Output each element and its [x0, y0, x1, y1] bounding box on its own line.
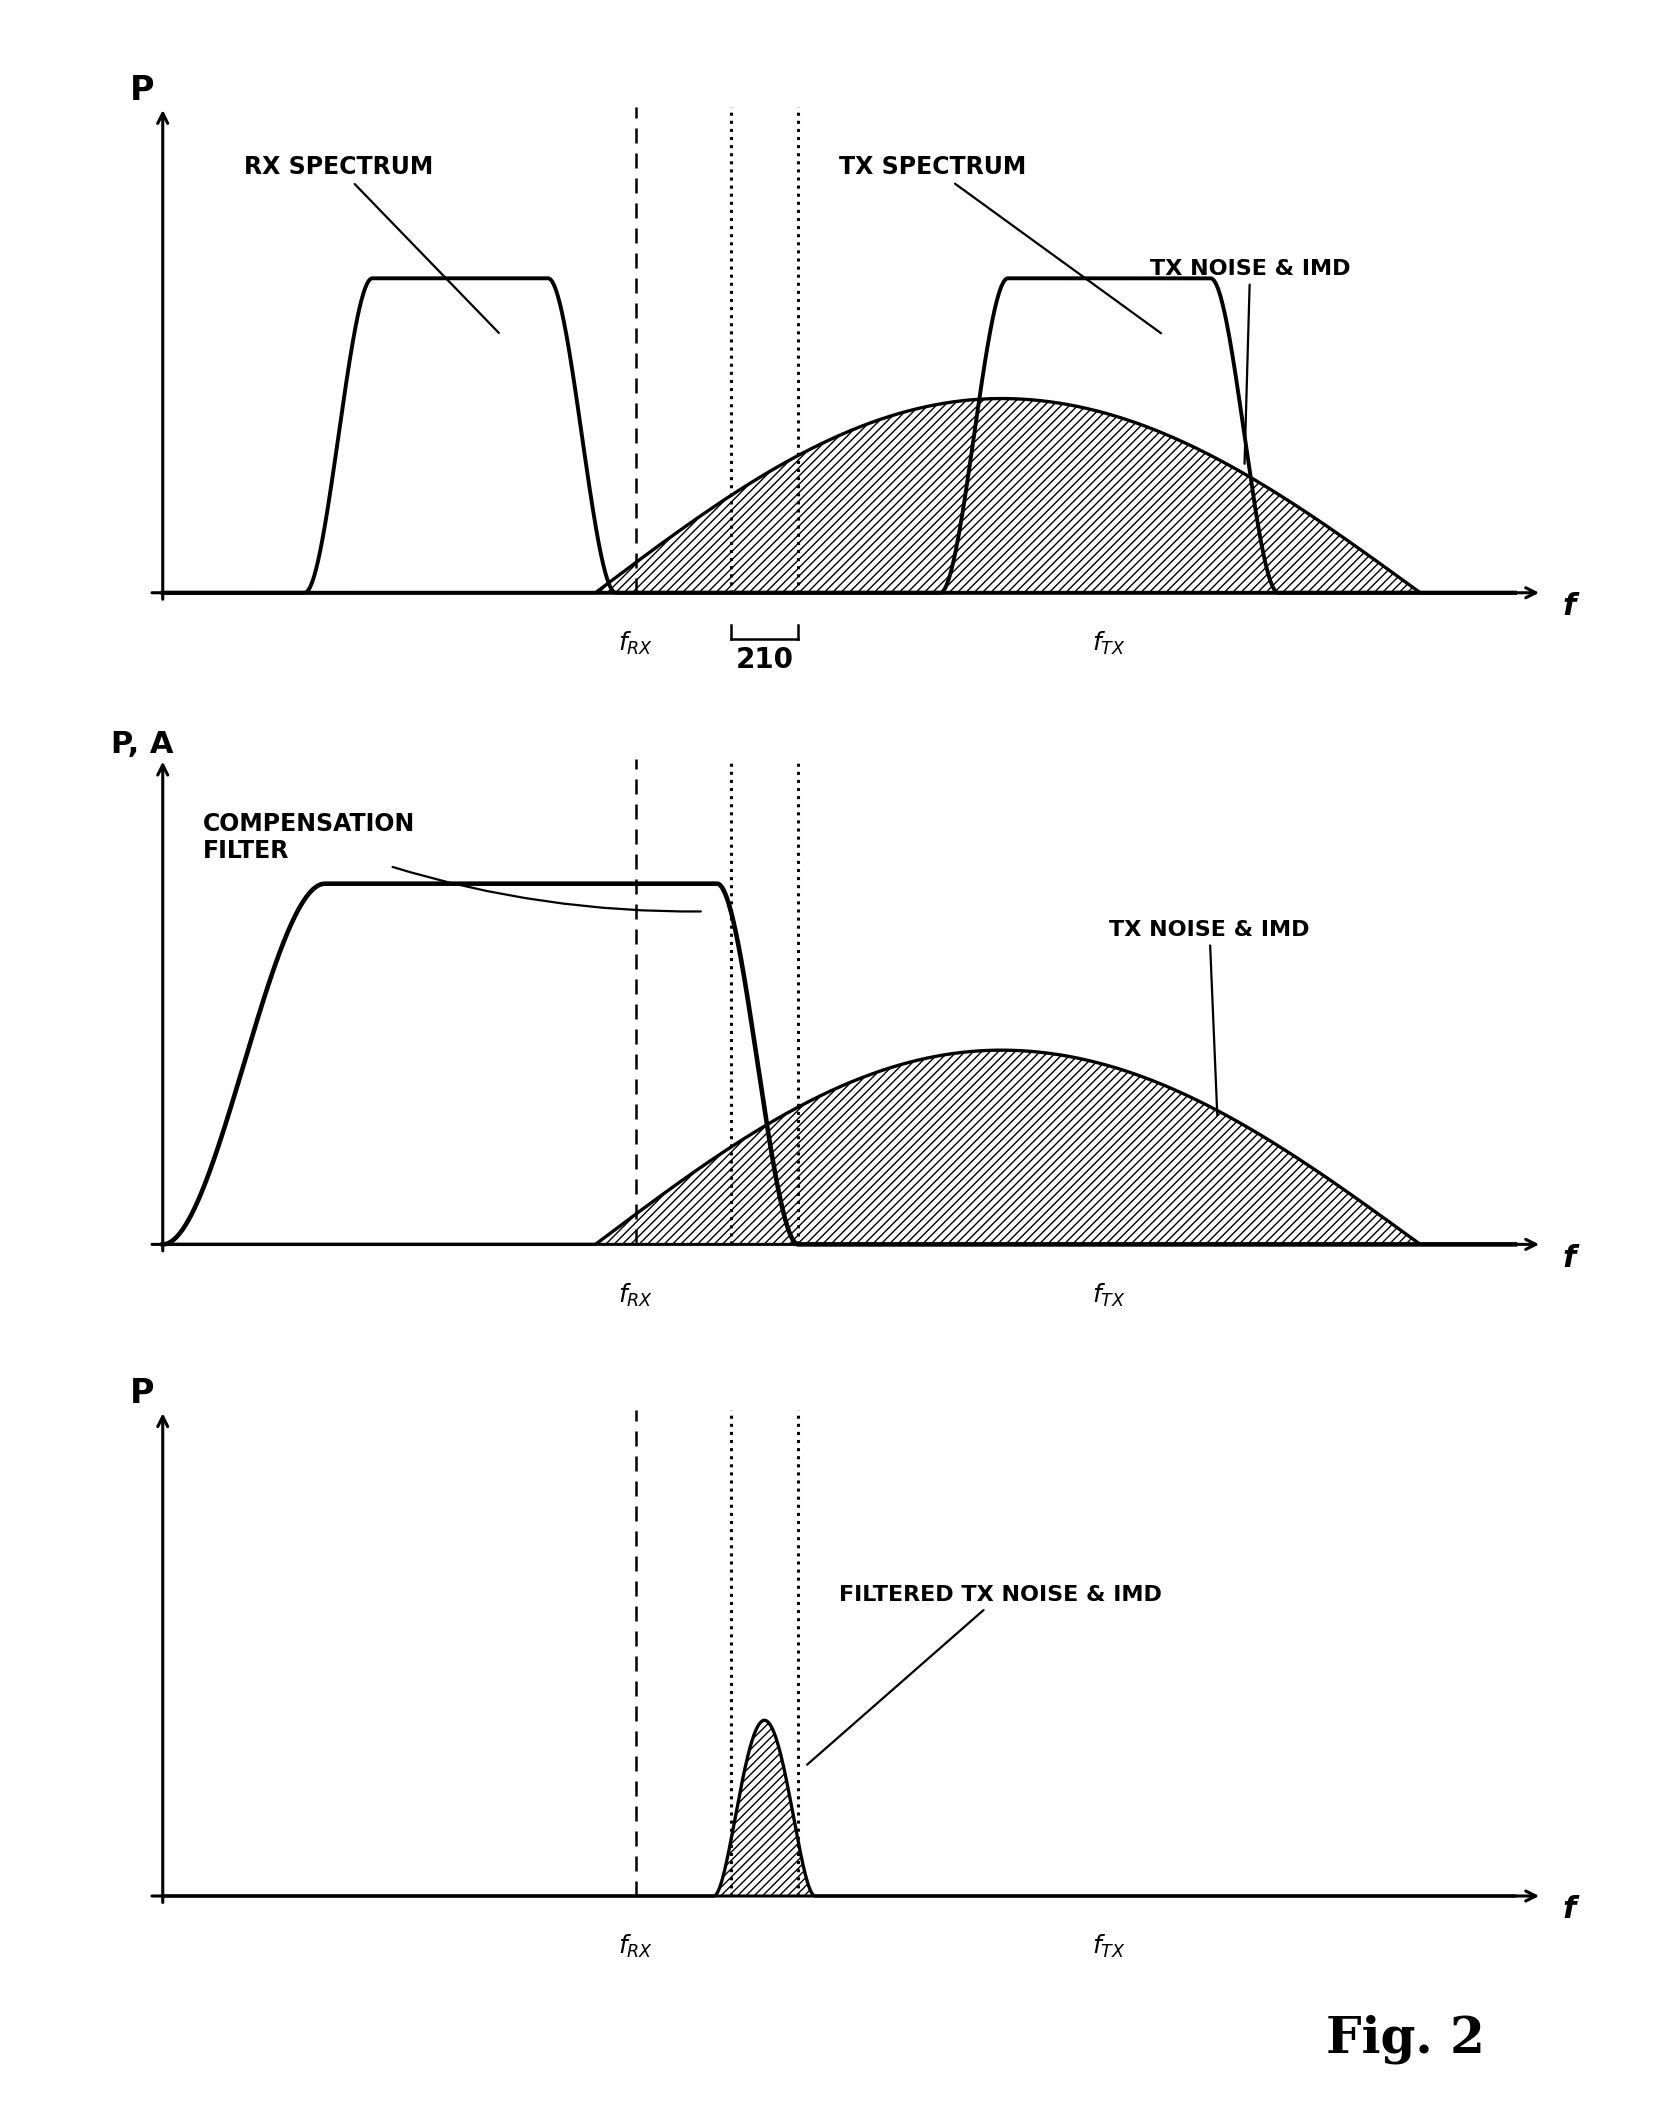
Text: TX NOISE & IMD: TX NOISE & IMD — [1148, 259, 1349, 465]
Text: FILTERED TX NOISE & IMD: FILTERED TX NOISE & IMD — [807, 1585, 1162, 1766]
Text: $f_{RX}$: $f_{RX}$ — [618, 631, 653, 658]
Text: P, A: P, A — [111, 729, 174, 759]
Text: P: P — [131, 1377, 154, 1410]
Text: TX SPECTRUM: TX SPECTRUM — [838, 156, 1160, 334]
Text: P: P — [131, 74, 154, 107]
Text: COMPENSATION
FILTER: COMPENSATION FILTER — [204, 811, 701, 912]
Text: f: f — [1561, 593, 1574, 620]
Text: $f_{RX}$: $f_{RX}$ — [618, 1282, 653, 1310]
Text: 210: 210 — [736, 645, 794, 675]
Text: $f_{RX}$: $f_{RX}$ — [618, 1934, 653, 1961]
Text: $f_{TX}$: $f_{TX}$ — [1092, 1282, 1125, 1310]
Text: RX SPECTRUM: RX SPECTRUM — [244, 156, 499, 332]
Text: TX NOISE & IMD: TX NOISE & IMD — [1109, 921, 1309, 1116]
Text: $f_{TX}$: $f_{TX}$ — [1092, 1934, 1125, 1961]
Text: $f_{TX}$: $f_{TX}$ — [1092, 631, 1125, 658]
Text: Fig. 2: Fig. 2 — [1326, 2014, 1485, 2064]
Text: f: f — [1561, 1244, 1574, 1272]
Text: f: f — [1561, 1896, 1574, 1923]
